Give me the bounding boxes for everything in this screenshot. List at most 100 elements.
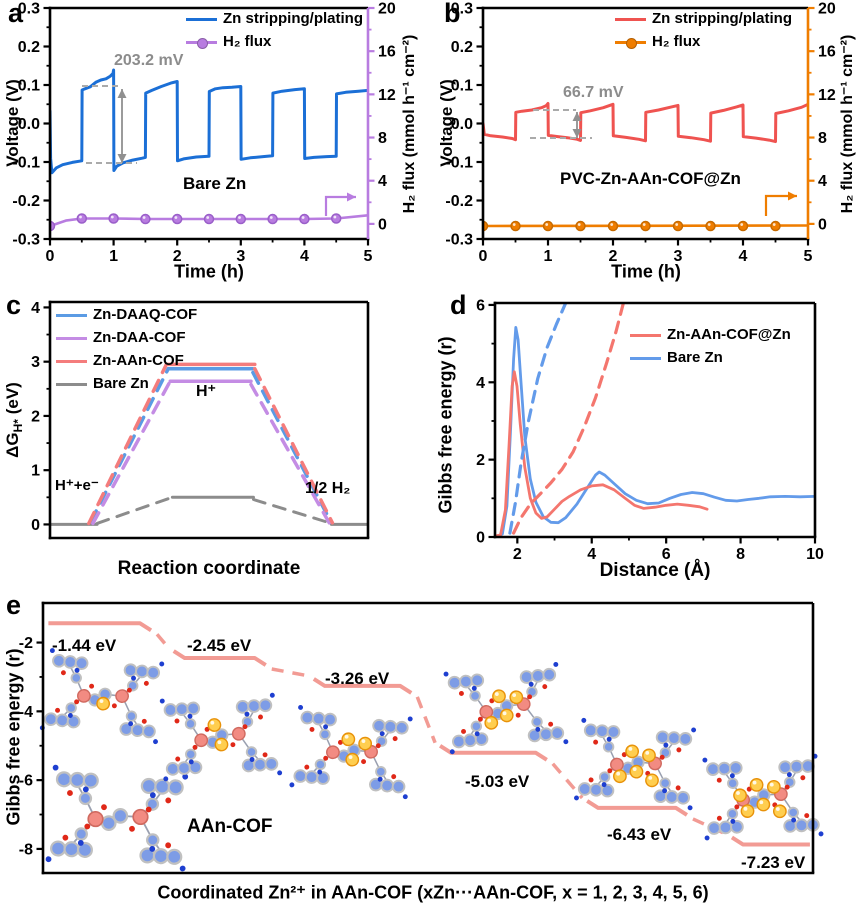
tick-label: 0 bbox=[818, 216, 827, 233]
legend-item: Zn-DAA-COF bbox=[56, 329, 197, 347]
energy-level bbox=[439, 744, 548, 762]
series-Zn-DAAQ-COF fall bbox=[251, 370, 333, 523]
legend-label: Zn stripping/plating bbox=[652, 10, 792, 27]
data-marker bbox=[140, 213, 151, 225]
data-marker bbox=[737, 220, 749, 232]
tick-label: 4 bbox=[300, 248, 309, 265]
tick-label: 6 bbox=[476, 297, 485, 314]
series-Bare Zn rise bbox=[95, 495, 174, 525]
legend-item: Zn-DAAQ-COF bbox=[56, 306, 197, 324]
tick-label: 1 bbox=[109, 248, 118, 265]
tick-label: 0 bbox=[378, 216, 387, 233]
panel-d: 2 4 6 8 10 6 4 2 0 d Gibbs free energy (r) Dista… bbox=[433, 290, 866, 590]
legend-label: Zn-AAn-COF@Zn bbox=[667, 326, 791, 343]
panel-e-letter: e bbox=[6, 590, 22, 620]
tick-label: -8 bbox=[19, 841, 33, 858]
molecule-structure bbox=[39, 648, 165, 745]
panel-b-y-axis-label: Voltage (V) bbox=[437, 79, 456, 167]
energy-connector bbox=[415, 696, 437, 744]
energy-level-label-1: -1.44 eV bbox=[52, 636, 117, 655]
series-Zn stripping/plating bbox=[483, 102, 808, 144]
intermediate-state-label: H⁺ bbox=[196, 383, 216, 400]
tick-label: 16 bbox=[378, 44, 396, 61]
series-layer bbox=[495, 303, 815, 537]
panel-b-legend: Zn stripping/plating H₂ flux bbox=[615, 10, 792, 56]
panel-a-y-axis-label: Voltage (V) bbox=[3, 79, 22, 167]
molecule-structure bbox=[574, 717, 697, 811]
series-layer bbox=[483, 102, 808, 232]
tick-label: -0.1 bbox=[12, 155, 40, 172]
axes: 2 4 6 8 10 6 4 2 0 bbox=[476, 297, 824, 563]
tick-label: 8 bbox=[818, 130, 827, 147]
panel-c-x-axis-label: Reaction coordinate bbox=[117, 558, 301, 579]
series-Zn-AAn-COF rise bbox=[87, 362, 169, 526]
panel-c-y-axis-label: ΔGH* (eV) bbox=[3, 382, 25, 458]
molecule-structure bbox=[443, 661, 569, 755]
legend-item: H₂ flux bbox=[615, 33, 792, 51]
data-marker bbox=[542, 220, 554, 232]
series-Bare Zn cumulative bbox=[508, 303, 568, 535]
series-Bare Zn fall bbox=[252, 498, 333, 525]
legend-item: Zn-AAn-COF bbox=[56, 352, 197, 370]
delta-g-text: ΔG bbox=[2, 432, 22, 458]
series-Zn stripping/plating bbox=[50, 68, 368, 175]
data-marker bbox=[267, 213, 278, 225]
tick-label: 20 bbox=[818, 1, 836, 18]
tick-label: 5 bbox=[364, 248, 373, 265]
data-marker bbox=[510, 220, 521, 232]
sample-label-b: PVC-Zn-AAn-COF@Zn bbox=[560, 169, 741, 188]
legend-label: H₂ flux bbox=[223, 33, 272, 50]
legend-label: Zn stripping/plating bbox=[223, 10, 363, 27]
axes: 4 3 2 1 0 bbox=[31, 300, 370, 540]
legend-item: H₂ flux bbox=[186, 33, 363, 51]
panel-c-plot: 4 3 2 1 0 bbox=[31, 300, 370, 540]
panel-e-y-axis-label: Gibbs free energy (r) bbox=[3, 648, 24, 826]
data-marker bbox=[203, 213, 215, 225]
tick-label: -0.1 bbox=[445, 155, 473, 172]
tick-label: 0.2 bbox=[18, 39, 40, 56]
panel-d-letter: d bbox=[450, 290, 467, 320]
molecule-structure bbox=[159, 692, 283, 782]
tick-label: 8 bbox=[736, 546, 745, 563]
tick-label: 3 bbox=[31, 354, 40, 371]
tick-label: 4 bbox=[587, 546, 596, 563]
axis-pointer-arrow bbox=[764, 194, 797, 216]
energy-level bbox=[312, 677, 413, 695]
tick-label: 0 bbox=[31, 517, 40, 534]
tick-label: 10 bbox=[806, 546, 824, 563]
legend-label: Zn-DAAQ-COF bbox=[93, 306, 198, 323]
energy-connector bbox=[551, 762, 584, 800]
aan-cof-label: AAn-COF bbox=[187, 816, 273, 837]
legend-marker-dot bbox=[197, 37, 208, 49]
energy-staircase bbox=[48, 621, 810, 847]
legend-item: Bare Zn bbox=[56, 375, 197, 393]
tick-label: 4 bbox=[476, 375, 485, 392]
tick-label: 2 bbox=[476, 452, 485, 469]
tick-label: -0.3 bbox=[445, 232, 473, 249]
legend-item: Zn stripping/plating bbox=[186, 10, 363, 28]
legend-label: Zn-AAn-COF bbox=[93, 352, 184, 369]
legend-line-swatch bbox=[186, 17, 217, 21]
data-marker bbox=[672, 220, 684, 232]
axis-pointer-arrow bbox=[324, 195, 356, 216]
annotation-layer bbox=[82, 85, 356, 216]
series-layer bbox=[50, 362, 368, 526]
tick-label: 4 bbox=[378, 173, 387, 190]
panel-a-right-axis-label: H₂ flux (mmol h⁻¹ cm⁻²) bbox=[401, 34, 418, 214]
legend-label: Bare Zn bbox=[667, 349, 723, 366]
panel-a-legend: Zn stripping/plating H₂ flux bbox=[186, 10, 363, 56]
energy-connector bbox=[155, 633, 171, 650]
energy-level-label-5: -6.43 eV bbox=[607, 825, 672, 844]
tick-label: 0 bbox=[46, 248, 55, 265]
tick-label: 20 bbox=[378, 1, 396, 18]
legend-label: Zn-DAA-COF bbox=[93, 329, 186, 346]
panel-e: -2 -4 -6 -8 e Gibbs free energy (r) Coordin… bbox=[0, 590, 866, 911]
molecule-structure bbox=[45, 764, 189, 872]
tick-label: 1 bbox=[544, 248, 553, 265]
energy-level bbox=[172, 649, 267, 667]
legend-label: Bare Zn bbox=[93, 375, 149, 392]
data-marker bbox=[607, 220, 619, 232]
tick-label: 5 bbox=[804, 248, 813, 265]
